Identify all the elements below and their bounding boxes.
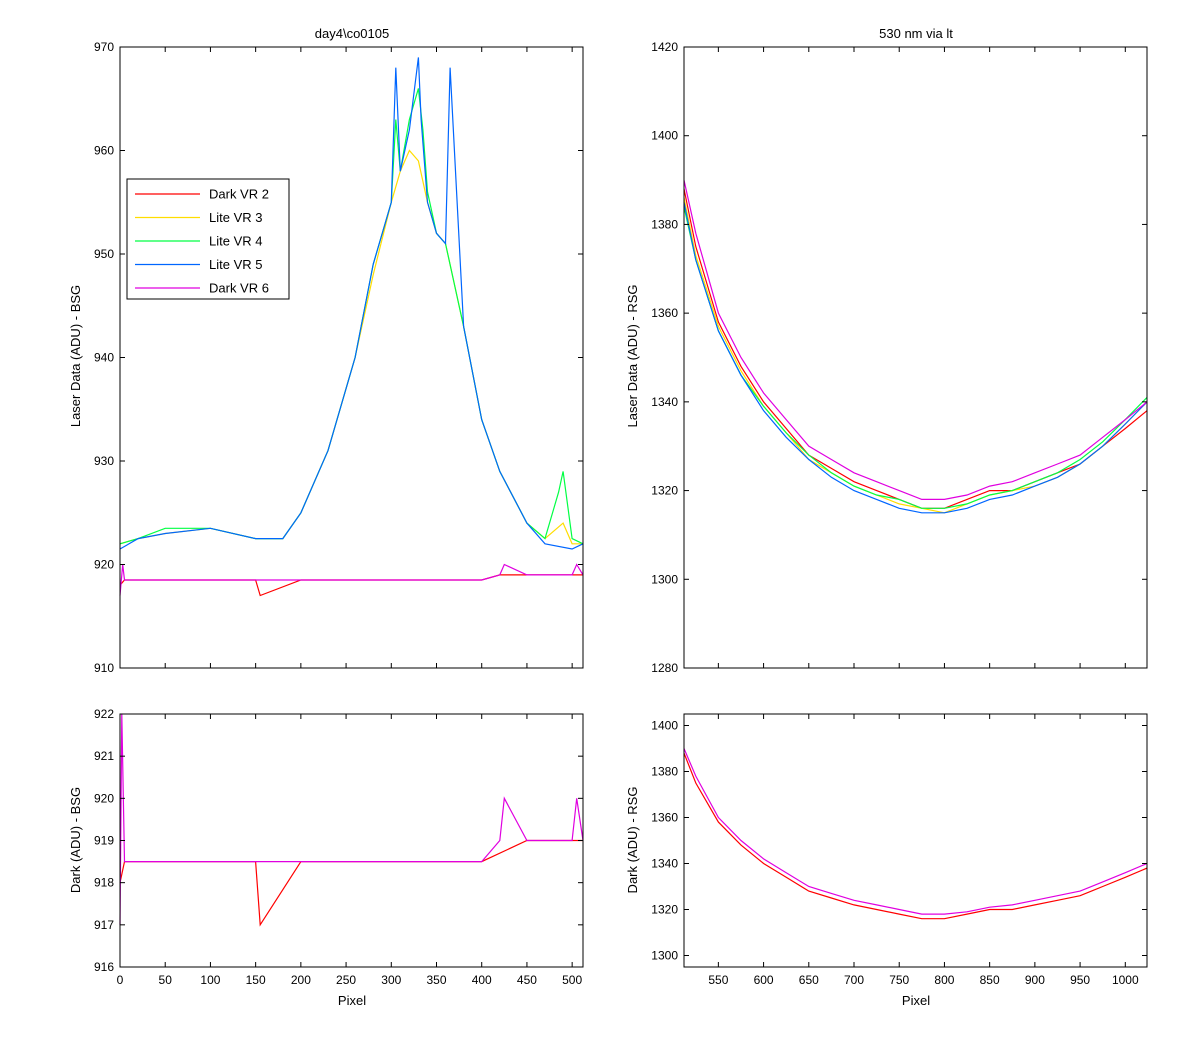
y-tick-label: 1400	[651, 129, 678, 143]
plot-frame	[119, 46, 584, 669]
y-axis-label: Dark (ADU) - RSG	[625, 787, 640, 894]
chart-title: 530 nm via lt	[879, 26, 953, 41]
axis-ticks: 1280 1300 1320 1340 1360 1380 1400 1420	[651, 40, 1147, 675]
y-tick-label: 1340	[651, 857, 678, 871]
y-tick-label: 920	[94, 558, 114, 572]
legend-box	[126, 178, 290, 300]
series-line-dark-vr-6	[683, 748, 1148, 915]
x-tick-label: 550	[708, 973, 728, 987]
y-tick-label: 916	[94, 960, 114, 974]
y-tick-label: 920	[94, 791, 114, 805]
y-tick-label: 1420	[651, 40, 678, 54]
series-line-lite-vr-5	[119, 57, 584, 550]
series-line-dark-vr-2	[683, 752, 1148, 920]
x-tick-label: 200	[291, 973, 311, 987]
x-tick-label: 50	[159, 973, 173, 987]
y-tick-label: 1280	[651, 661, 678, 675]
x-tick-label: 950	[1070, 973, 1090, 987]
panel-top-right: 530 nm via lt Laser Data (ADU) - RSG 128…	[625, 26, 1148, 675]
x-axis-label: Pixel	[338, 993, 366, 1008]
plot-frame	[119, 713, 584, 968]
panel-bottom-right: Dark (ADU) - RSG Pixel 550 600 650 700 750 80…	[625, 713, 1148, 1008]
plot-marks	[119, 57, 584, 597]
y-tick-label: 1360	[651, 306, 678, 320]
plot-frame	[683, 713, 1148, 968]
axis-ticks: 910 920 930 940 950 960 970	[94, 40, 583, 675]
x-tick-label: 800	[934, 973, 954, 987]
plot-marks	[683, 179, 1148, 514]
y-tick-label: 970	[94, 40, 114, 54]
y-tick-label: 1340	[651, 395, 678, 409]
y-tick-label: 1380	[651, 765, 678, 779]
y-tick-label: 921	[94, 749, 114, 763]
x-tick-label: 650	[799, 973, 819, 987]
x-tick-label: 250	[336, 973, 356, 987]
series-line-lite-vr-5	[683, 202, 1148, 514]
x-tick-label: 900	[1025, 973, 1045, 987]
x-tick-label: 400	[472, 973, 492, 987]
legend-items: Dark VR 2 Lite VR 3 Lite VR 4 Lite VR 5 Dark…	[135, 187, 269, 296]
x-axis-label: Pixel	[902, 993, 930, 1008]
y-tick-label: 950	[94, 247, 114, 261]
x-tick-label: 850	[980, 973, 1000, 987]
legend: Dark VR 2 Lite VR 3 Lite VR 4 Lite VR 5 Dark…	[126, 178, 290, 300]
y-axis-label: Laser Data (ADU) - RSG	[625, 284, 640, 427]
series-line-lite-vr-4	[683, 206, 1148, 509]
y-tick-label: 1300	[651, 949, 678, 963]
panel-bottom-left: Dark (ADU) - BSG Pixel 0 50 100 150 200 250 30…	[68, 707, 584, 1008]
y-axis-label: Laser Data (ADU) - BSG	[68, 285, 83, 427]
series-line-dark-vr-6	[683, 179, 1148, 500]
y-tick-label: 922	[94, 707, 114, 721]
axis-ticks: 0 50 100 150 200 250 300 350 400 450 500 916 917 918 9…	[94, 707, 583, 987]
x-tick-label: 750	[889, 973, 909, 987]
y-tick-label: 1360	[651, 811, 678, 825]
y-tick-label: 919	[94, 834, 114, 848]
series-line-dark-vr-6	[119, 713, 584, 925]
legend-label: Lite VR 3	[209, 210, 262, 225]
chart-title: day4\co0105	[315, 26, 389, 41]
legend-label: Lite VR 5	[209, 257, 262, 272]
x-tick-label: 450	[517, 973, 537, 987]
plot-marks	[683, 748, 1148, 920]
legend-label: Dark VR 2	[209, 187, 269, 202]
y-tick-label: 1320	[651, 484, 678, 498]
y-tick-label: 918	[94, 876, 114, 890]
y-tick-label: 1380	[651, 217, 678, 231]
plot-frame	[683, 46, 1148, 669]
x-tick-label: 350	[426, 973, 446, 987]
x-tick-label: 700	[844, 973, 864, 987]
x-tick-label: 500	[562, 973, 582, 987]
x-tick-label: 600	[754, 973, 774, 987]
y-tick-label: 917	[94, 918, 114, 932]
legend-label: Dark VR 6	[209, 281, 269, 296]
y-tick-label: 1300	[651, 572, 678, 586]
axis-ticks: 550 600 650 700 750 800 850 900 950 1000 1300 1320 1…	[651, 714, 1147, 987]
x-tick-label: 150	[246, 973, 266, 987]
legend-label: Lite VR 4	[209, 234, 262, 249]
y-tick-label: 1320	[651, 903, 678, 917]
x-tick-label: 1000	[1112, 973, 1139, 987]
x-tick-label: 100	[200, 973, 220, 987]
plot-marks	[119, 713, 584, 927]
y-tick-label: 1400	[651, 719, 678, 733]
y-tick-label: 940	[94, 351, 114, 365]
x-tick-label: 0	[117, 973, 124, 987]
y-tick-label: 930	[94, 454, 114, 468]
x-tick-label: 300	[381, 973, 401, 987]
y-tick-label: 960	[94, 144, 114, 158]
series-line-dark-vr-6	[119, 563, 584, 596]
panel-top-left: day4\co0105 Laser Data (ADU) - BSG 910 92…	[68, 26, 584, 675]
y-tick-label: 910	[94, 661, 114, 675]
y-axis-label: Dark (ADU) - BSG	[68, 787, 83, 893]
